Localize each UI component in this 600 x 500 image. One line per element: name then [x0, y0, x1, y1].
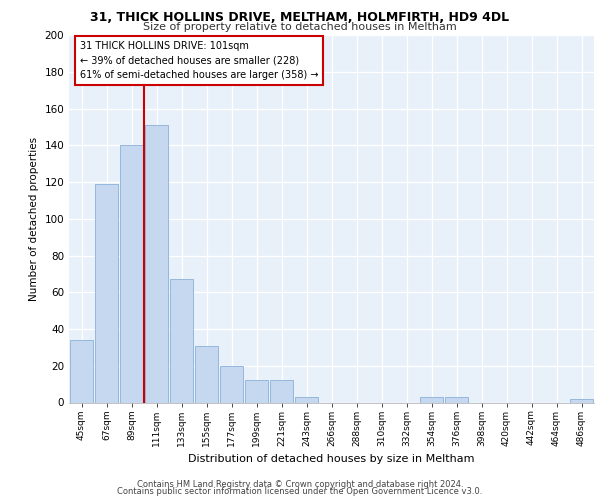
Text: Size of property relative to detached houses in Meltham: Size of property relative to detached ho…: [143, 22, 457, 32]
Bar: [420, 397, 443, 402]
X-axis label: Distribution of detached houses by size in Meltham: Distribution of detached houses by size …: [188, 454, 475, 464]
Text: 31, THICK HOLLINS DRIVE, MELTHAM, HOLMFIRTH, HD9 4DL: 31, THICK HOLLINS DRIVE, MELTHAM, HOLMFI…: [91, 11, 509, 24]
Bar: [270, 380, 293, 402]
Bar: [570, 399, 593, 402]
Bar: [295, 397, 318, 402]
Bar: [245, 380, 268, 402]
Text: Contains public sector information licensed under the Open Government Licence v3: Contains public sector information licen…: [118, 487, 482, 496]
Bar: [145, 125, 168, 402]
Bar: [220, 366, 243, 403]
Bar: [120, 146, 143, 402]
Bar: [70, 340, 93, 402]
Text: 31 THICK HOLLINS DRIVE: 101sqm
← 39% of detached houses are smaller (228)
61% of: 31 THICK HOLLINS DRIVE: 101sqm ← 39% of …: [79, 40, 318, 80]
Text: Contains HM Land Registry data © Crown copyright and database right 2024.: Contains HM Land Registry data © Crown c…: [137, 480, 463, 489]
Y-axis label: Number of detached properties: Number of detached properties: [29, 136, 39, 301]
Bar: [195, 346, 218, 403]
Bar: [445, 397, 468, 402]
Bar: [170, 280, 193, 402]
Bar: [95, 184, 118, 402]
